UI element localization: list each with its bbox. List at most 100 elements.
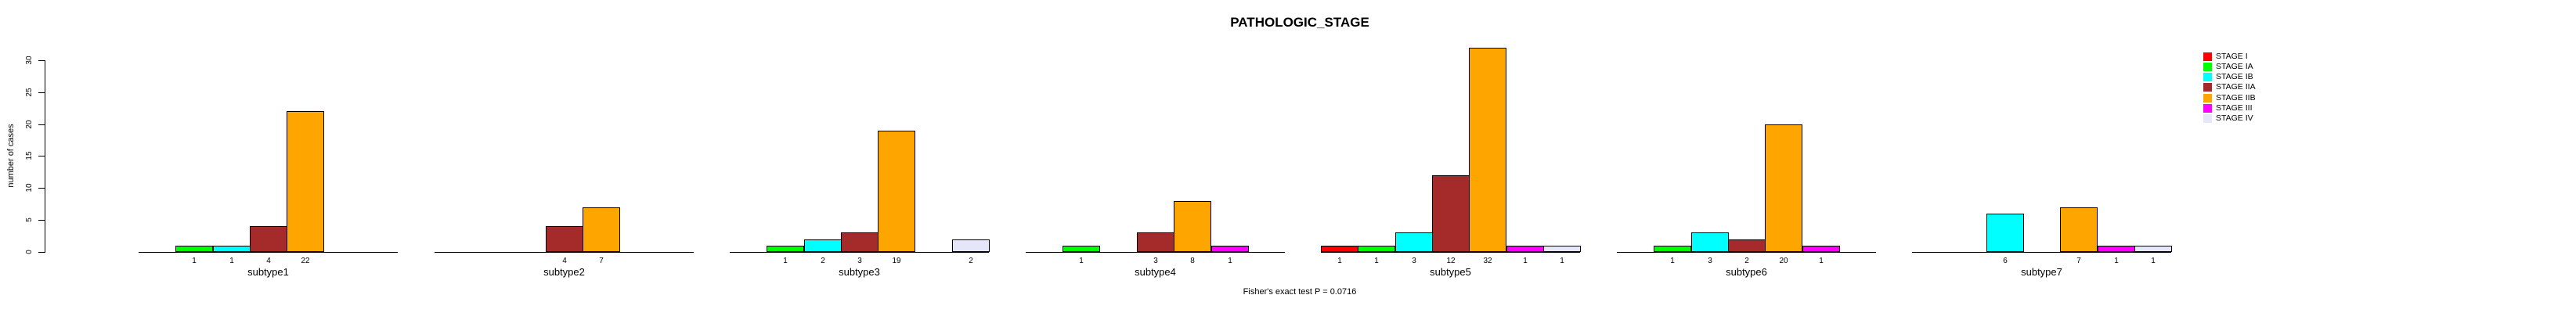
x-axis-group-label: subtype2: [543, 266, 585, 278]
bar-stage-iib: [583, 207, 620, 252]
bar-value-label: 20: [1779, 257, 1788, 265]
chart-title: PATHOLOGIC_STAGE: [1230, 15, 1369, 30]
legend-swatch: [2203, 73, 2212, 81]
legend-swatch: [2203, 114, 2212, 123]
bar-stage-iib: [878, 131, 915, 252]
legend-item: STAGE IB: [2203, 73, 2253, 81]
bar-value-label: 1: [2151, 257, 2156, 265]
bar-value-label: 7: [2076, 257, 2081, 265]
bar-value-label: 1: [1228, 257, 1232, 265]
bar-stage-iib: [1469, 48, 1506, 252]
bar-value-label: 1: [1523, 257, 1528, 265]
legend-swatch: [2203, 83, 2212, 92]
legend-swatch: [2203, 52, 2212, 61]
y-axis-tick: [38, 124, 45, 125]
x-axis-group-label: subtype5: [1430, 266, 1471, 278]
y-axis-tick: [38, 188, 45, 189]
bar-stage-ib: [804, 239, 842, 252]
chart-annotation: Fisher's exact test P = 0.0716: [1243, 287, 1357, 297]
bar-stage-iib: [1765, 124, 1802, 252]
bar-stage-iib: [1174, 201, 1211, 252]
y-axis-tick: [38, 60, 45, 61]
bar-stage-ia: [767, 246, 804, 252]
bar-value-label: 1: [1819, 257, 1824, 265]
bar-value-label: 1: [2114, 257, 2119, 265]
legend-item: STAGE IIA: [2203, 83, 2256, 92]
bar-value-label: 1: [783, 257, 788, 265]
bar-stage-iv: [1543, 246, 1581, 252]
legend-swatch: [2203, 94, 2212, 103]
bar-value-label: 2: [1744, 257, 1749, 265]
x-axis-group-label: subtype3: [839, 266, 880, 278]
y-axis-tick: [38, 92, 45, 93]
bar-stage-iv: [952, 239, 990, 252]
legend-label: STAGE IIA: [2216, 82, 2256, 92]
bar-value-label: 1: [1374, 257, 1379, 265]
legend-label: STAGE IB: [2216, 72, 2253, 81]
legend-item: STAGE IIB: [2203, 94, 2256, 103]
bar-stage-ib: [1986, 214, 2024, 252]
y-axis-label: number of cases: [6, 124, 16, 188]
bar-value-label: 2: [969, 257, 973, 265]
bar-value-label: 22: [301, 257, 310, 265]
bar-value-label: 6: [2003, 257, 2008, 265]
x-axis-segment: [730, 252, 989, 253]
bar-value-label: 2: [821, 257, 825, 265]
bar-value-label: 4: [266, 257, 271, 265]
bar-stage-ia: [1063, 246, 1100, 252]
bar-value-label: 3: [857, 257, 862, 265]
bar-value-label: 32: [1483, 257, 1492, 265]
y-axis-tick-label: 15: [25, 151, 34, 160]
x-axis-segment: [1912, 252, 2171, 253]
bar-stage-iia: [1432, 175, 1470, 252]
bar-value-label: 12: [1446, 257, 1456, 265]
bar-stage-ib: [1691, 232, 1729, 252]
x-axis-group-label: subtype6: [1726, 266, 1767, 278]
legend-label: STAGE IV: [2216, 113, 2253, 123]
bar-stage-ia: [1654, 246, 1691, 252]
bar-stage-iia: [546, 226, 583, 252]
x-axis-group-label: subtype1: [247, 266, 289, 278]
x-axis-group-label: subtype4: [1135, 266, 1176, 278]
y-axis-tick-label: 20: [25, 120, 34, 129]
bar-value-label: 1: [1560, 257, 1564, 265]
bar-value-label: 1: [1079, 257, 1084, 265]
bar-stage-iia: [841, 232, 879, 252]
bar-value-label: 1: [1337, 257, 1342, 265]
bar-value-label: 7: [599, 257, 604, 265]
y-axis-tick-label: 0: [25, 250, 34, 254]
bar-stage-iii: [2098, 246, 2135, 252]
legend-swatch: [2203, 63, 2212, 71]
bar-value-label: 8: [1190, 257, 1195, 265]
bar-stage-ib: [1395, 232, 1433, 252]
bar-stage-i: [1321, 246, 1358, 252]
legend-label: STAGE III: [2216, 103, 2253, 113]
bar-stage-iii: [1506, 246, 1544, 252]
x-axis-segment: [1026, 252, 1285, 253]
legend-item: STAGE I: [2203, 52, 2248, 61]
legend-item: STAGE III: [2203, 104, 2252, 113]
bar-stage-iia: [1728, 239, 1766, 252]
legend-item: STAGE IV: [2203, 114, 2253, 123]
bar-value-label: 3: [1153, 257, 1158, 265]
y-axis-tick-label: 5: [25, 218, 34, 222]
bar-stage-iii: [1802, 246, 1840, 252]
bar-stage-ia: [1358, 246, 1395, 252]
legend-label: STAGE IIB: [2216, 93, 2256, 103]
y-axis-tick-label: 10: [25, 183, 34, 192]
x-axis-segment: [139, 252, 398, 253]
bar-stage-iib: [287, 111, 324, 252]
bar-value-label: 3: [1708, 257, 1712, 265]
y-axis-tick: [38, 252, 45, 253]
bar-stage-iia: [1137, 232, 1174, 252]
x-axis-segment: [435, 252, 694, 253]
x-axis-segment: [1617, 252, 1876, 253]
x-axis-group-label: subtype7: [2021, 266, 2062, 278]
bar-value-label: 3: [1412, 257, 1416, 265]
bar-stage-ia: [175, 246, 213, 252]
bar-stage-iii: [1211, 246, 1249, 252]
bar-value-label: 1: [192, 257, 197, 265]
bar-value-label: 4: [562, 257, 567, 265]
bar-stage-iia: [250, 226, 287, 252]
